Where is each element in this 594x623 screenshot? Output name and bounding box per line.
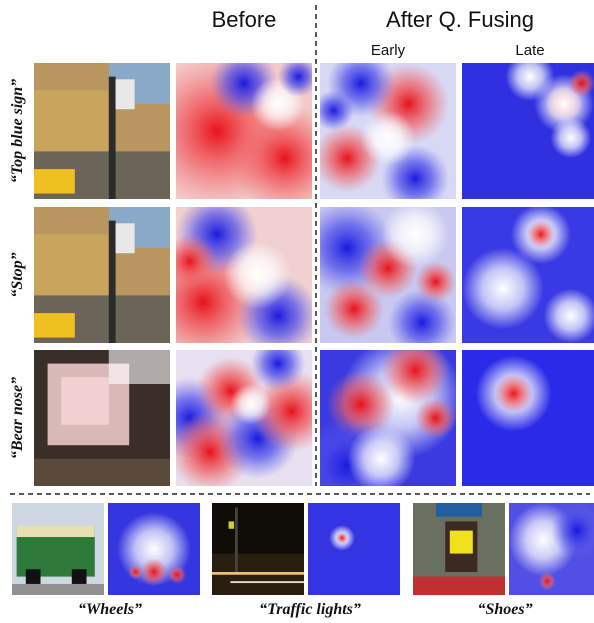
photo-shape [109, 221, 116, 343]
heatmap [509, 503, 594, 595]
heat-blob [224, 241, 292, 309]
photo-shape [229, 521, 235, 528]
heat-blob [550, 117, 591, 158]
photo-shape [72, 569, 87, 584]
heatmap [308, 503, 400, 595]
heatmap [149, 336, 333, 492]
photo-shape [230, 581, 304, 583]
heatmap [462, 204, 594, 343]
heat-blob [313, 90, 354, 131]
early-header: Early [371, 42, 406, 59]
photo [413, 503, 505, 595]
photo-shape [17, 526, 95, 537]
row-query: “Bear nose” [9, 377, 26, 459]
heat-blob [415, 398, 456, 439]
heat-blob [168, 566, 186, 584]
heat-blob [568, 70, 594, 97]
heatmap [462, 350, 594, 486]
photo-shape [34, 234, 109, 302]
heat-blob [162, 234, 216, 288]
photo-shape [34, 90, 109, 158]
heat-blob [251, 336, 305, 390]
heatmap [462, 52, 594, 199]
photo-shape [116, 223, 135, 253]
heat-blob [347, 425, 415, 493]
heat-blob [381, 200, 449, 268]
photo-shape [34, 313, 75, 337]
photo-shape [34, 459, 170, 486]
heat-blob [462, 248, 544, 330]
heatmap [142, 49, 339, 212]
example-query: “Traffic lights” [259, 601, 361, 618]
heatmap [108, 503, 200, 595]
photo-shape [34, 169, 75, 193]
photo-shape [109, 350, 170, 384]
photo [12, 503, 104, 595]
row-query: “Stop” [9, 252, 26, 297]
late-header: Late [515, 42, 544, 59]
photo [34, 63, 170, 199]
heatmap [300, 200, 456, 356]
heat-blob [495, 374, 533, 412]
heat-blob [539, 572, 556, 590]
heat-blob [230, 384, 271, 425]
photo-shape [235, 508, 238, 572]
photo [34, 207, 170, 343]
photo-shape [109, 77, 116, 199]
heat-blob [506, 52, 555, 101]
heat-blob [140, 558, 168, 586]
heat-blob [527, 221, 554, 248]
before-header: Before [212, 7, 277, 32]
photo-shape [116, 79, 135, 109]
photo-shape [12, 584, 104, 595]
heat-blob [278, 56, 319, 97]
photo [212, 503, 304, 595]
heat-blob [361, 111, 415, 165]
heat-blob [128, 565, 143, 580]
row-query: “Top blue sign” [9, 79, 26, 183]
photo-shape [26, 569, 41, 584]
after-header: After Q. Fusing [386, 7, 534, 32]
photo-shape [61, 377, 109, 425]
heat-blob [324, 279, 384, 339]
heatmap [300, 336, 463, 513]
heat-blob [337, 532, 348, 543]
photo-shape [450, 531, 473, 554]
heat-blob [381, 336, 449, 404]
heatmap-bg [308, 503, 400, 595]
heat-blob [415, 261, 456, 302]
example-query: “Wheels” [78, 601, 142, 618]
photo-shape [436, 503, 482, 517]
figure: Before After Q. Fusing Early Late “Top b… [0, 0, 594, 623]
photo-shape [212, 572, 304, 575]
heatmap [313, 49, 456, 212]
photo [34, 350, 170, 486]
example-query: “Shoes” [477, 601, 532, 618]
photo-shape [413, 577, 505, 595]
